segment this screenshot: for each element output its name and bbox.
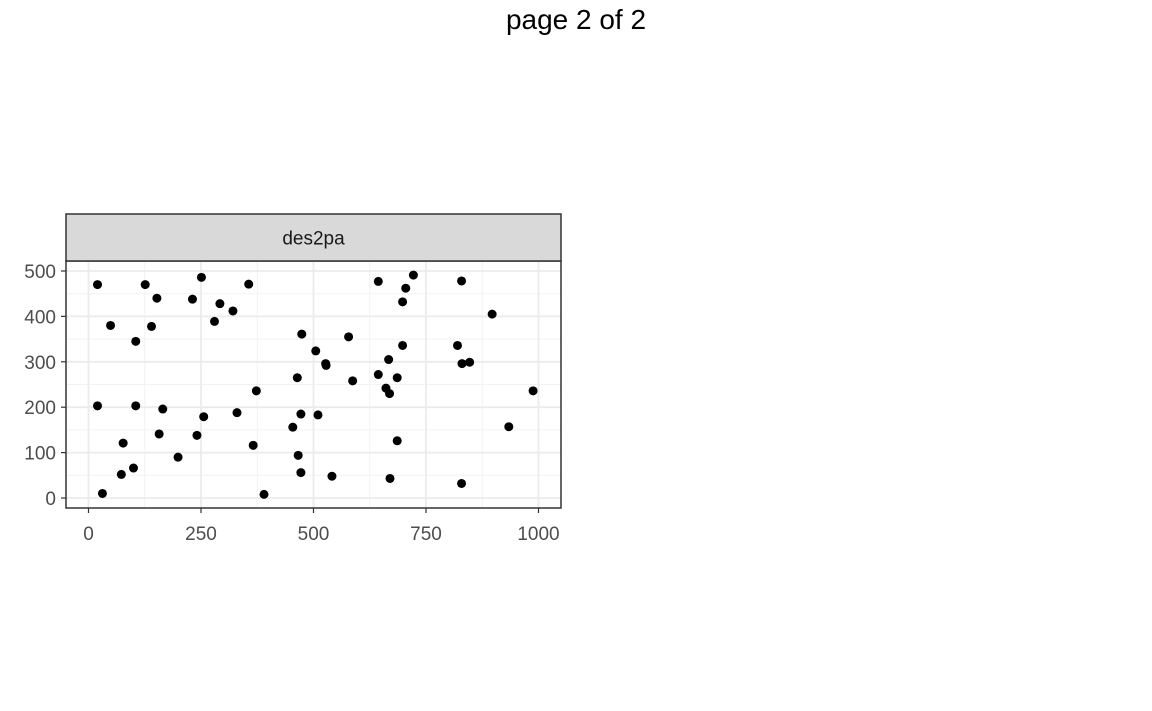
y-tick-label: 500 — [24, 262, 56, 283]
facet-strip-label: des2pa — [282, 229, 345, 250]
data-point — [348, 376, 358, 386]
y-tick-label: 400 — [24, 307, 56, 328]
data-point — [373, 370, 383, 380]
data-point — [232, 408, 242, 418]
data-point — [93, 401, 102, 411]
data-point — [228, 306, 238, 316]
x-tick-label: 0 — [83, 524, 94, 545]
data-point — [401, 283, 411, 293]
y-tick-label: 0 — [45, 489, 56, 510]
data-point — [199, 412, 209, 422]
x-tick-label: 500 — [298, 524, 330, 545]
data-point — [457, 359, 467, 369]
data-point — [398, 340, 408, 350]
data-point — [131, 401, 141, 411]
data-point — [297, 329, 307, 339]
data-point — [215, 299, 225, 309]
axes: 0 250 500 750 1000 0 100 200 300 400 500 — [24, 262, 559, 545]
data-point — [196, 272, 206, 282]
data-point — [140, 280, 150, 290]
data-point — [373, 276, 383, 286]
data-point — [392, 436, 402, 446]
data-point — [97, 488, 107, 498]
data-point — [129, 463, 138, 473]
facet-strip-background — [65, 213, 562, 262]
data-point — [453, 340, 462, 350]
data-point — [131, 336, 141, 346]
data-point — [528, 386, 538, 396]
data-point — [384, 355, 394, 365]
data-point — [293, 450, 303, 460]
data-point — [296, 409, 306, 419]
data-point — [408, 270, 418, 280]
data-point — [93, 280, 102, 290]
data-point — [116, 469, 126, 479]
data-point — [327, 471, 337, 481]
data-point — [311, 346, 321, 356]
data-point — [118, 438, 128, 448]
x-tick-label: 250 — [185, 524, 217, 545]
data-point — [392, 373, 402, 383]
data-point — [288, 422, 298, 432]
data-point — [158, 404, 168, 414]
data-point — [465, 357, 475, 367]
data-point — [385, 389, 395, 399]
grid — [66, 261, 561, 508]
data-point — [173, 452, 183, 462]
data-point — [398, 297, 408, 307]
data-points — [93, 270, 538, 499]
data-point — [259, 489, 269, 499]
y-tick-label: 100 — [24, 444, 56, 465]
data-point — [210, 316, 219, 326]
data-point — [147, 321, 156, 331]
data-point — [487, 309, 497, 319]
data-point — [321, 359, 331, 369]
data-point — [244, 279, 254, 289]
data-point — [504, 422, 514, 432]
data-point — [248, 440, 258, 450]
data-point — [344, 332, 354, 342]
data-point — [292, 373, 302, 383]
data-point — [154, 429, 164, 439]
x-tick-label: 750 — [410, 524, 442, 545]
data-point — [187, 294, 197, 304]
y-tick-label: 200 — [24, 398, 56, 419]
x-tick-label: 1000 — [517, 524, 559, 545]
y-tick-label: 300 — [24, 353, 56, 374]
data-point — [313, 410, 323, 420]
data-point — [296, 468, 306, 478]
data-point — [457, 276, 467, 286]
facet-strip: des2pa — [65, 213, 562, 262]
data-point — [251, 386, 261, 396]
data-point — [192, 430, 202, 440]
data-point — [106, 320, 116, 330]
data-point — [152, 293, 162, 303]
data-point — [385, 473, 395, 483]
page-title: page 2 of 2 — [505, 4, 647, 35]
data-point — [457, 478, 467, 488]
